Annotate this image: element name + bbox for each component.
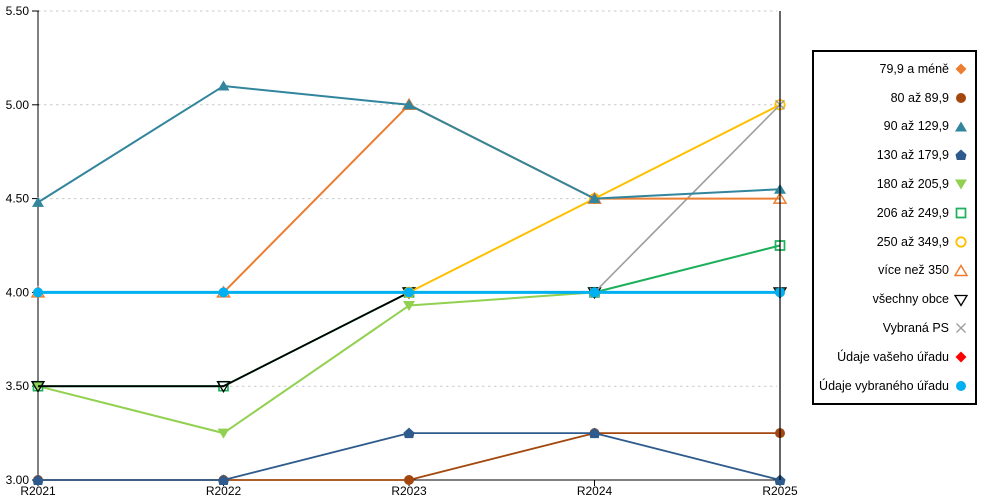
chart-legend: 79,9 a méně 80 až 89,9 90 až 129,9 130 a…: [812, 50, 977, 405]
legend-item: 206 až 249,9: [819, 206, 968, 220]
x-cross-icon: [954, 321, 968, 335]
diamond-filled-icon: [954, 62, 968, 76]
y-tick-label: 3.50: [6, 379, 30, 393]
triangle-down-filled-icon: [954, 177, 968, 191]
legend-item-label: Vybraná PS: [882, 321, 949, 336]
circle-open-icon: [954, 235, 968, 249]
legend-item-label: 250 až 349,9: [876, 234, 949, 249]
legend-item: 130 až 179,9: [819, 148, 968, 162]
y-axis: 3.00 3.50 4.00 4.50 5.00 5.50: [6, 4, 39, 487]
legend-item-label: 80 až 89,9: [890, 90, 949, 105]
x-tick-label: R2025: [762, 484, 798, 498]
series-11: [33, 287, 785, 298]
series-4: [32, 287, 786, 439]
legend-item-label: 206 až 249,9: [876, 205, 949, 220]
circle-filled-icon: [954, 379, 968, 393]
y-tick-label: 4.00: [6, 285, 30, 299]
legend-item: 79,9 a méně: [819, 62, 968, 76]
legend-item-label: Údaje vašeho úřadu: [837, 349, 949, 364]
x-tick-label: R2024: [577, 484, 613, 498]
series-3: [32, 427, 786, 485]
square-open-icon: [954, 206, 968, 220]
legend-item-label: 90 až 129,9: [883, 119, 949, 134]
legend-item: Údaje vašeho úřadu: [819, 350, 968, 364]
series-7: [30, 97, 788, 298]
y-tick-label: 3.00: [6, 473, 30, 487]
legend-item: všechny obce: [819, 293, 968, 307]
legend-item: 90 až 129,9: [819, 120, 968, 134]
x-tick-label: R2022: [206, 484, 242, 498]
legend-item: 80 až 89,9: [819, 91, 968, 105]
legend-item-label: 79,9 a méně: [879, 61, 950, 76]
legend-item: Vybraná PS: [819, 321, 968, 335]
y-tick-label: 4.50: [6, 192, 30, 206]
series-2: [32, 80, 786, 207]
legend-item-label: 180 až 205,9: [876, 177, 949, 191]
x-tick-label: R2021: [20, 484, 56, 498]
legend-item: Údaje vybraného úřadu: [819, 379, 968, 393]
legend-item-label: více než 350: [878, 263, 949, 278]
legend-item: 180 až 205,9: [819, 177, 968, 191]
circle-filled-icon: [954, 91, 968, 105]
triangle-up-filled-icon: [954, 120, 968, 134]
legend-item-label: všechny obce: [872, 292, 949, 307]
legend-item-label: 130 až 179,9: [876, 148, 949, 163]
pentagon-filled-icon: [954, 148, 968, 162]
legend-item-label: Údaje vybraného úřadu: [819, 378, 949, 393]
diamond-filled-icon: [954, 350, 968, 364]
triangle-down-open-icon: [954, 293, 968, 307]
y-tick-label: 5.50: [6, 4, 30, 18]
legend-item: 250 až 349,9: [819, 235, 968, 249]
legend-item: více než 350: [819, 263, 968, 278]
x-tick-label: R2023: [391, 484, 427, 498]
series-5: [32, 240, 786, 392]
triangle-up-open-icon: [954, 263, 968, 278]
y-tick-label: 5.00: [6, 98, 30, 112]
